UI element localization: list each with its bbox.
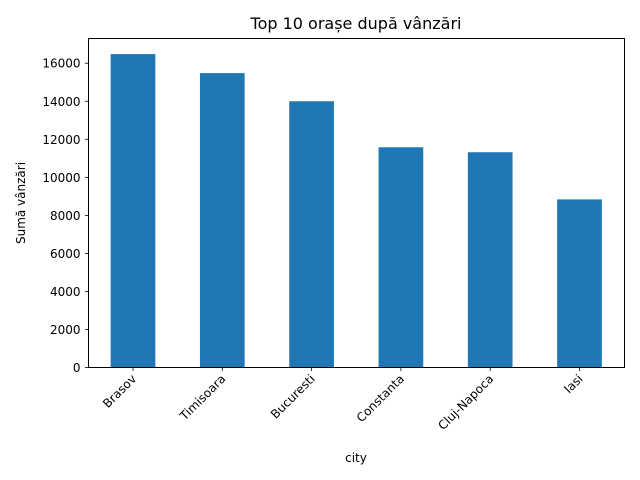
bar-bucuresti [289,101,334,368]
y-tick-label: 4000 [50,285,81,299]
y-tick-label: 8000 [50,209,81,223]
x-tick-label: Iasi [561,372,585,396]
y-tick-label: 0 [73,361,81,375]
bar-constanta [378,147,424,368]
y-tick-label: 16000 [42,57,80,71]
y-axis-label: Sumă vânzări [14,162,28,244]
plot-frame [88,38,625,368]
x-tick-label: Cluj-Napoca [435,372,496,433]
y-tick-label: 6000 [50,247,81,261]
y-tick-label: 14000 [42,95,80,109]
y-tick-label: 12000 [42,133,80,147]
y-tick-label: 10000 [42,171,80,185]
x-axis-ticks: Brasov Timisoara Bucuresti Constanta Cluj-Na… [100,367,586,433]
y-axis-ticks: 0 2000 4000 6000 8000 10000 12000 14000 16000 [42,57,89,375]
bars-group [110,54,602,368]
bar-cluj-napoca [467,152,513,368]
x-tick-label: Brasov [100,372,139,411]
x-tick-label: Constanta [354,372,407,425]
bar-brasov [110,54,156,368]
y-tick-label: 2000 [50,323,81,337]
x-tick-label: Timisoara [176,372,228,424]
chart-title: Top 10 orașe după vânzări [250,14,462,33]
bar-timisoara [199,73,245,368]
x-axis-label: city [345,451,367,465]
bar-iasi [557,199,602,368]
x-tick-label: Bucuresti [268,372,318,422]
